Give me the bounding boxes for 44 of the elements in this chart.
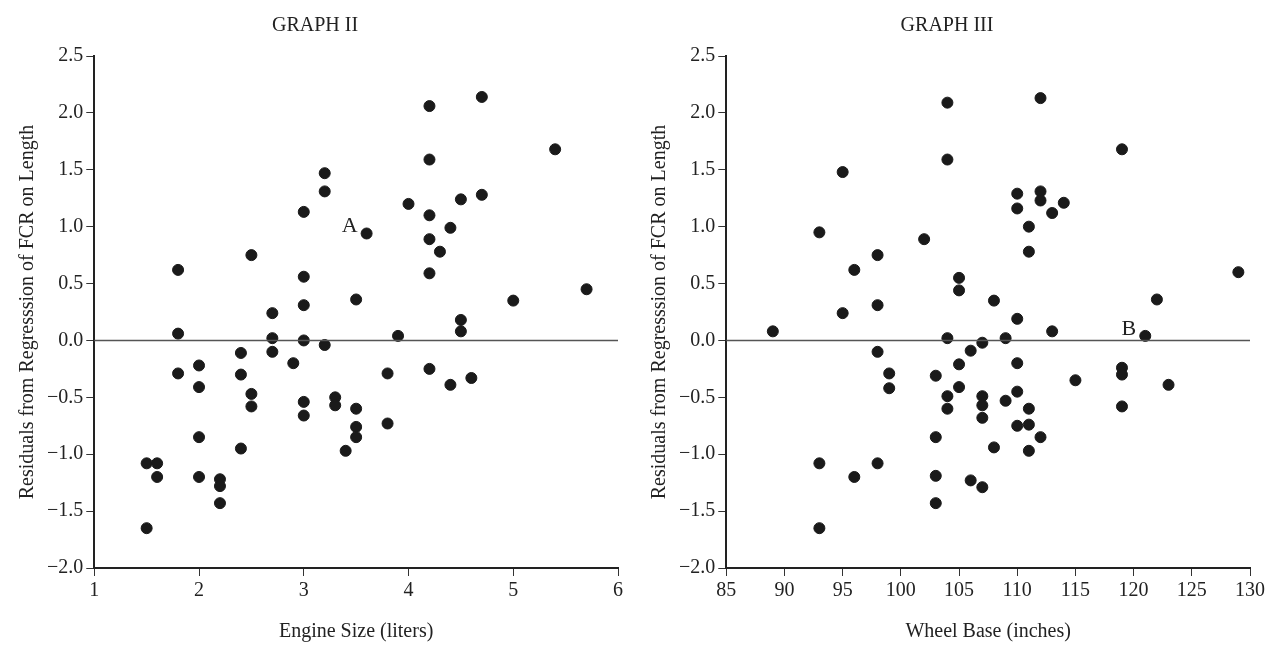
y-tick-label: 1.5 [58, 157, 84, 180]
y-tick-label: −1.5 [679, 498, 716, 521]
x-tick-label: 85 [716, 578, 737, 601]
x-tick-label: 1 [89, 578, 100, 601]
x-tick-label: 95 [832, 578, 853, 601]
y-tick-label: 1.5 [690, 157, 716, 180]
x-tick-label: 100 [885, 578, 916, 601]
x-tick-label: 90 [774, 578, 795, 601]
y-tick-label: 2.5 [58, 43, 84, 66]
annotation: A [341, 212, 358, 238]
y-tick-label: 0.5 [690, 270, 716, 293]
y-tick-label: 1.0 [690, 213, 716, 236]
y-tick-label: 2.0 [690, 100, 716, 123]
x-tick-label: 105 [944, 578, 975, 601]
x-axis-title: Wheel Base (inches) [905, 619, 1071, 643]
x-tick-label: 4 [403, 578, 414, 601]
x-tick-label: 5 [508, 578, 519, 601]
y-tick-label: −1.0 [679, 441, 716, 464]
x-tick-label: 125 [1176, 578, 1207, 601]
y-tick-label: −2.0 [679, 555, 716, 578]
y-tick-label: 2.0 [58, 100, 84, 123]
y-tick-label: 0.0 [58, 327, 84, 350]
x-axis-title: Engine Size (liters) [278, 619, 434, 643]
y-tick-label: −1.5 [47, 498, 84, 521]
x-tick-label: 3 [298, 578, 309, 601]
y-tick-label: 1.0 [58, 213, 84, 236]
y-tick-label: 2.5 [690, 43, 716, 66]
y-tick-label: −0.5 [679, 384, 716, 407]
x-tick-label: 130 [1235, 578, 1265, 601]
y-tick-label: −1.0 [47, 441, 84, 464]
x-tick-label: 110 [1002, 578, 1032, 601]
y-tick-label: −2.0 [47, 555, 84, 578]
y-axis-title: Residuals from Regresssion of FCR on Length [15, 124, 39, 500]
chart-title: GRAPH III [900, 13, 994, 36]
y-tick-label: 0.5 [58, 270, 84, 293]
x-tick-label: 2 [194, 578, 205, 601]
x-tick-label: 6 [613, 578, 623, 601]
y-tick-label: −0.5 [47, 384, 84, 407]
x-tick-label: 120 [1118, 578, 1149, 601]
y-axis-title: Residuals from Regresssion of FCR on Length [647, 124, 671, 500]
y-tick-label: 0.0 [690, 327, 716, 350]
annotation: B [1121, 314, 1137, 340]
x-tick-label: 115 [1060, 578, 1091, 601]
chart-title: GRAPH II [271, 13, 359, 36]
